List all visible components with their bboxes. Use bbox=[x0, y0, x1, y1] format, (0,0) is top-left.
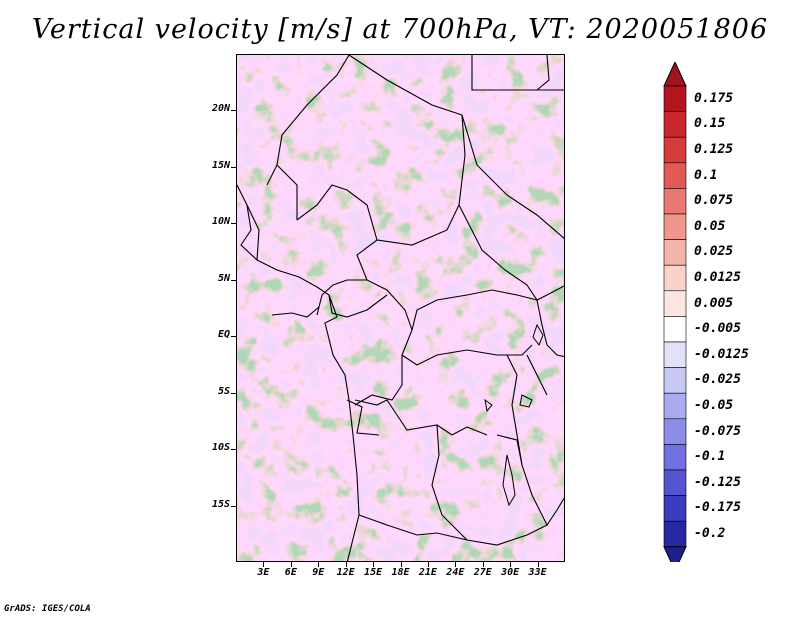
lon-tick-label: 6E bbox=[284, 567, 297, 578]
colorbar-box bbox=[663, 341, 687, 368]
colorbar-label: 0.175 bbox=[694, 90, 734, 106]
lon-tick bbox=[345, 562, 347, 567]
colorbar-box bbox=[663, 469, 687, 496]
lon-tick-label: 12E bbox=[336, 567, 355, 578]
colorbar-label: 0.0125 bbox=[694, 270, 741, 285]
grads-credit: GrADS: IGES/COLA bbox=[4, 604, 91, 614]
map-panel bbox=[236, 54, 565, 562]
lon-tick-label: 33E bbox=[528, 567, 547, 578]
lon-tick bbox=[263, 562, 265, 567]
colorbar-box bbox=[663, 188, 687, 215]
colorbar-box bbox=[663, 495, 687, 522]
colorbar-label: 0.125 bbox=[694, 142, 734, 157]
colorbar-label: -0.025 bbox=[694, 372, 741, 388]
lat-tick-label: 10N bbox=[211, 216, 230, 228]
lat-tick bbox=[231, 223, 236, 225]
colorbar-label: 0.15 bbox=[694, 116, 726, 132]
lat-tick bbox=[231, 392, 236, 394]
lon-tick-label: 21E bbox=[418, 567, 437, 578]
colorbar-label: -0.05 bbox=[694, 398, 734, 413]
lat-tick-label: 15N bbox=[211, 159, 230, 171]
lon-tick-label: 9E bbox=[312, 567, 325, 578]
colorbar bbox=[663, 62, 687, 562]
colorbar-label: 0.075 bbox=[694, 193, 734, 209]
country-borders bbox=[237, 55, 564, 561]
colorbar-label: -0.1 bbox=[694, 449, 726, 465]
lon-tick-label: 15E bbox=[364, 567, 383, 578]
colorbar-box bbox=[663, 520, 687, 548]
colorbar-label: -0.005 bbox=[694, 321, 741, 337]
plot-title: Vertical velocity [m/s] at 700hPa, VT: 2… bbox=[31, 14, 769, 45]
colorbar-box bbox=[663, 367, 687, 394]
lon-tick bbox=[400, 562, 402, 567]
colorbar-box bbox=[663, 111, 687, 138]
colorbar-box bbox=[663, 290, 687, 317]
lon-tick-label: 30E bbox=[501, 567, 520, 578]
lon-tick bbox=[318, 562, 320, 567]
colorbar-box bbox=[663, 418, 687, 445]
lat-tick-label: 10S bbox=[211, 442, 230, 454]
lat-tick-label: 15S bbox=[211, 498, 230, 510]
vertical-velocity-map bbox=[237, 55, 564, 561]
lon-tick bbox=[537, 562, 539, 567]
lat-tick bbox=[231, 110, 236, 112]
lat-tick bbox=[231, 166, 236, 168]
colorbar-label: 0.025 bbox=[694, 244, 734, 260]
lon-tick bbox=[290, 562, 292, 567]
colorbar-box bbox=[663, 264, 687, 292]
velocity-field bbox=[237, 55, 564, 561]
lon-tick bbox=[455, 562, 457, 567]
colorbar-box bbox=[663, 162, 687, 189]
lon-tick-label: 24E bbox=[446, 567, 465, 578]
colorbar-label: 0.005 bbox=[694, 295, 734, 311]
colorbar-box bbox=[663, 85, 687, 112]
colorbar-box bbox=[663, 239, 687, 266]
colorbar-label: -0.2 bbox=[694, 526, 726, 541]
lon-tick-label: 3E bbox=[257, 567, 270, 578]
lon-tick bbox=[373, 562, 375, 567]
lat-tick-label: 5S bbox=[217, 385, 230, 397]
lat-tick bbox=[231, 336, 236, 338]
colorbar-label: -0.175 bbox=[694, 500, 741, 516]
lon-tick-label: 27E bbox=[473, 567, 492, 578]
colorbar-box bbox=[663, 136, 687, 164]
colorbar-max-arrow bbox=[663, 62, 687, 87]
colorbar-box bbox=[663, 316, 687, 343]
colorbar-label: -0.125 bbox=[694, 474, 741, 490]
lon-tick bbox=[482, 562, 484, 567]
lon-tick-label: 18E bbox=[391, 567, 410, 578]
colorbar-box bbox=[663, 444, 687, 471]
colorbar-box bbox=[663, 213, 687, 240]
colorbar-min-arrow bbox=[663, 546, 687, 562]
colorbar-label: 0.05 bbox=[694, 218, 726, 234]
colorbar-label: -0.075 bbox=[694, 423, 741, 439]
lat-tick bbox=[231, 505, 236, 507]
lat-tick-label: EQ bbox=[217, 329, 230, 341]
lon-tick bbox=[510, 562, 512, 567]
lat-tick bbox=[231, 449, 236, 451]
lat-tick-label: 5N bbox=[217, 272, 230, 284]
colorbar-box bbox=[663, 392, 687, 420]
lat-tick-label: 20N bbox=[211, 103, 230, 115]
lat-tick bbox=[231, 279, 236, 281]
lon-tick bbox=[427, 562, 429, 567]
colorbar-label: 0.1 bbox=[694, 167, 718, 183]
lakes bbox=[484, 323, 544, 507]
colorbar-label: -0.0125 bbox=[694, 346, 749, 362]
